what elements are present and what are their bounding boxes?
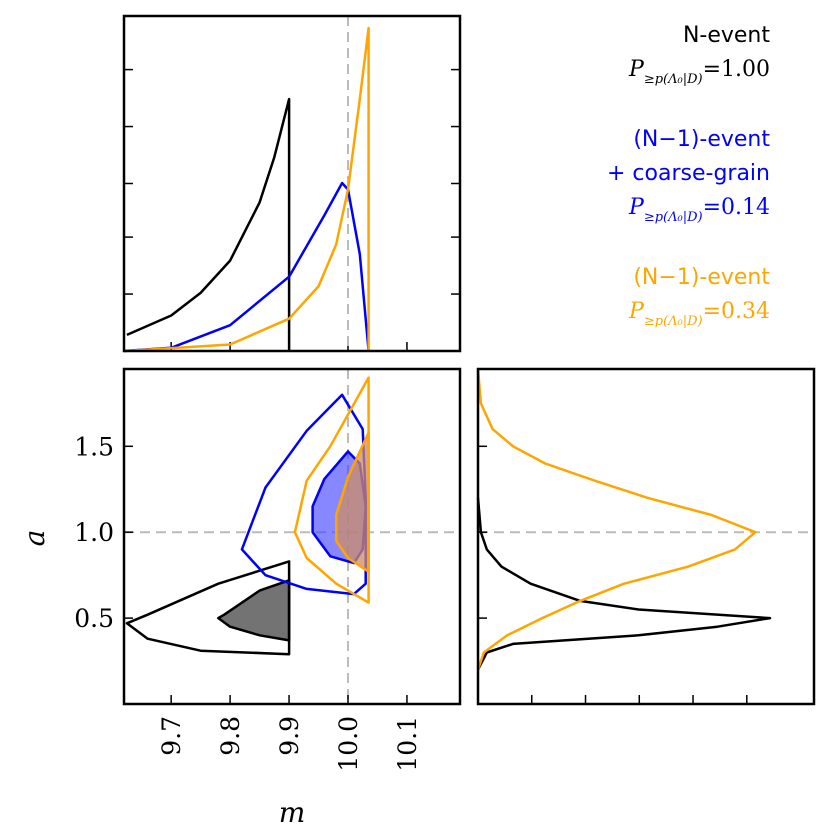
x-tick-label: 9.9 [275, 716, 304, 756]
m-marginal-frame [122, 14, 462, 353]
legend: N-event P≥p(Λ₀|D)=1.00 (N−1)-event + coarse… [607, 23, 770, 329]
axis-labels: m a [18, 530, 305, 829]
a-marginal-nm1 [476, 368, 757, 671]
m-marginal-panel [122, 14, 462, 353]
legend-probability: P≥p(Λ₀|D)=0.34 [628, 299, 770, 329]
legend-label: + coarse-grain [607, 161, 770, 186]
m-marginal-n [126, 97, 291, 351]
x-tick-label: 10.0 [334, 716, 363, 772]
contour-95-nm1 [293, 376, 370, 604]
x-tick-label: 10.1 [393, 716, 422, 772]
x-tick-label: 9.8 [216, 716, 245, 756]
legend-entry: (N−1)-event + coarse-grain P≥p(Λ₀|D)=0.14 [607, 127, 770, 225]
m-marginal-coarse [123, 181, 370, 353]
legend-entry: N-event P≥p(Λ₀|D)=1.00 [628, 23, 770, 87]
legend-label: (N−1)-event [633, 265, 770, 290]
contour-95-n [125, 560, 291, 656]
legend-entry: (N−1)-event P≥p(Λ₀|D)=0.34 [628, 265, 770, 329]
legend-probability: P≥p(Λ₀|D)=1.00 [628, 57, 770, 87]
legend-label: N-event [683, 23, 770, 48]
joint-frame [122, 367, 462, 706]
contour-68-n [217, 579, 291, 642]
a-marginal-frame [476, 367, 816, 706]
y-tick-label: 1.5 [74, 432, 114, 461]
a-marginal-panel [476, 367, 816, 706]
joint-contour-panel: 9.7 9.8 9.9 10.0 10.1 0.5 1.0 1.5 [74, 367, 462, 772]
legend-label: (N−1)-event [633, 127, 770, 152]
legend-probability: P≥p(Λ₀|D)=0.14 [628, 195, 770, 225]
y-axis-label: a [18, 530, 51, 547]
x-axis-label: m [279, 796, 306, 829]
m-marginal-nm1 [123, 26, 370, 353]
x-tick-label: 9.7 [157, 716, 186, 756]
y-tick-label: 0.5 [74, 604, 114, 633]
a-marginal-n [476, 497, 772, 671]
y-tick-label: 1.0 [74, 518, 114, 547]
